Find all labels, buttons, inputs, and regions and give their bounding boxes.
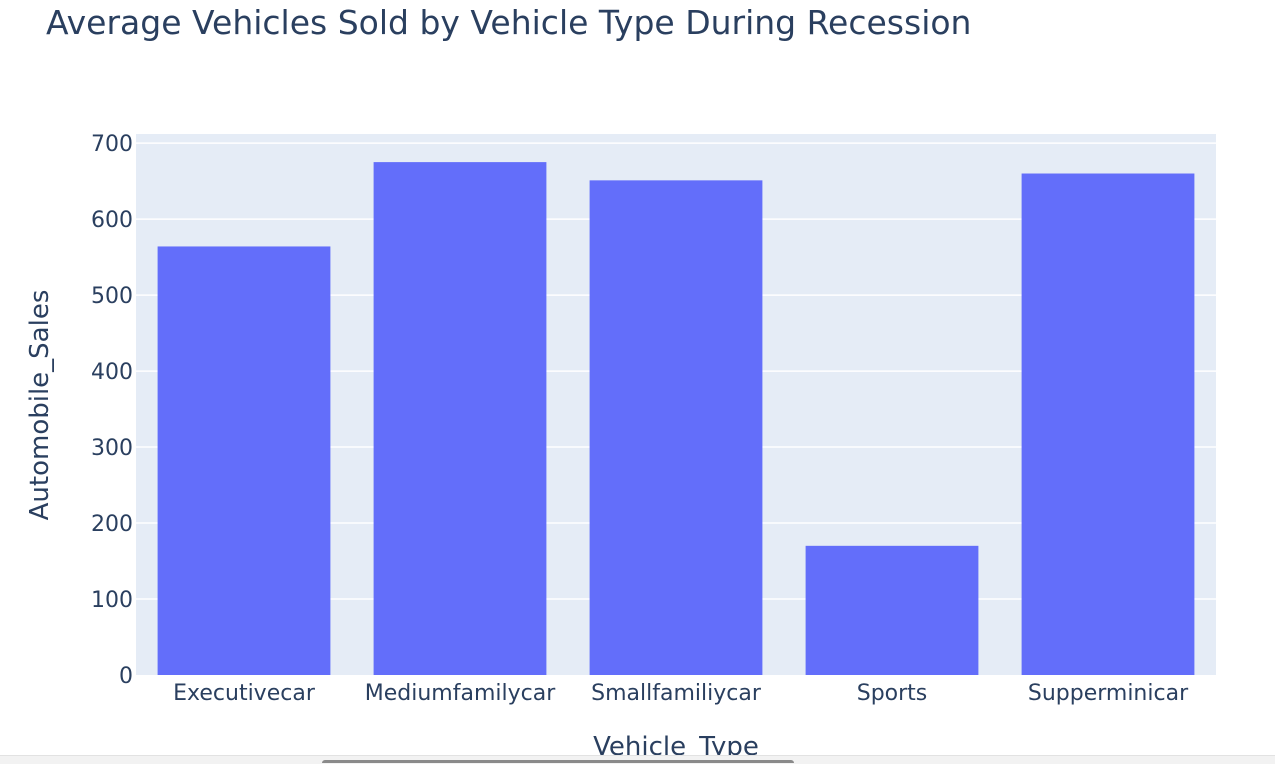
y-axis-title: Automobile_Sales — [25, 290, 55, 521]
y-tick-label: 400 — [91, 360, 133, 385]
y-tick-label: 300 — [91, 436, 133, 461]
x-tick-label: Sports — [857, 681, 928, 706]
bar-executivecar[interactable] — [157, 246, 331, 675]
bar-sports[interactable] — [805, 545, 979, 675]
chart-title: Average Vehicles Sold by Vehicle Type Du… — [46, 3, 971, 42]
bar-smallfamiliycar[interactable] — [589, 180, 763, 675]
x-tick-label: Smallfamiliycar — [591, 681, 762, 706]
y-tick-label: 500 — [91, 284, 133, 309]
bar-mediumfamilycar[interactable] — [373, 162, 547, 675]
bars — [157, 162, 1195, 675]
horizontal-scrollbar-thumb[interactable] — [322, 760, 794, 763]
y-axis-ticks: 0 100 200 300 400 500 600 700 — [91, 132, 133, 689]
y-tick-label: 700 — [91, 132, 133, 157]
y-tick-label: 0 — [119, 664, 133, 689]
horizontal-scrollbar-track[interactable] — [0, 755, 1275, 764]
y-tick-label: 100 — [91, 588, 133, 613]
x-tick-label: Executivecar — [173, 681, 316, 706]
x-axis-ticks: Executivecar Mediumfamilycar Smallfamiliyc… — [173, 681, 1189, 706]
bar-supperminicar[interactable] — [1021, 173, 1195, 675]
x-tick-label: Mediumfamilycar — [365, 681, 556, 706]
y-tick-label: 600 — [91, 208, 133, 233]
x-tick-label: Supperminicar — [1028, 681, 1189, 706]
y-tick-label: 200 — [91, 512, 133, 537]
